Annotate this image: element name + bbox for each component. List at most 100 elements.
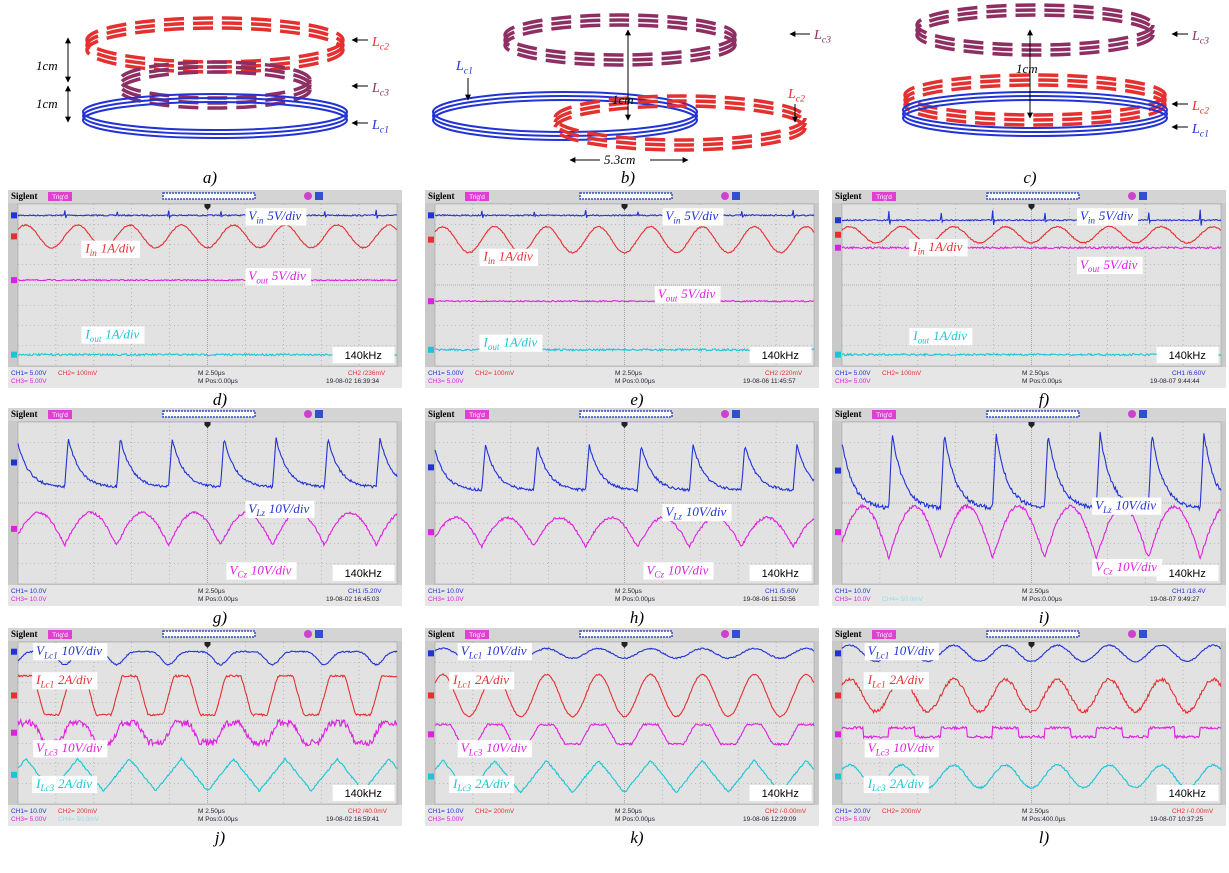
frequency: 140kHz — [345, 788, 382, 800]
symbol: L — [787, 87, 796, 102]
brand: Siglent — [11, 629, 38, 639]
label-box — [245, 208, 307, 226]
label-box — [449, 672, 515, 690]
frequency: 140kHz — [1169, 350, 1206, 362]
freq-box — [749, 565, 812, 581]
coil-turn — [503, 23, 737, 67]
label-box — [643, 562, 714, 580]
channel-setting: CH3= 10.0V — [11, 596, 47, 603]
memory-bar — [986, 410, 1080, 418]
trig-badge — [465, 630, 489, 639]
symbol-label: VLz 10V/div — [1095, 498, 1156, 515]
channel-setting: CH2= 200mV — [58, 808, 98, 815]
trig-badge — [872, 630, 896, 639]
dimension: 1cm — [36, 96, 58, 111]
brand: Siglent — [428, 629, 455, 639]
subscript: out — [256, 275, 268, 285]
scale: 1A/div — [101, 241, 135, 256]
symbol: V — [248, 501, 258, 516]
label-box — [1092, 497, 1162, 515]
trigger-level: CH1 /18.4V — [1172, 588, 1206, 595]
scale: 1A/div — [933, 328, 967, 343]
subscript: in — [90, 248, 98, 258]
channel-marker — [428, 346, 434, 353]
waveform — [841, 245, 1222, 250]
symbol-label: Iin 1A/div — [482, 249, 532, 266]
status-bar — [832, 805, 1226, 826]
coil-turn — [903, 83, 1167, 127]
subscript: out — [488, 342, 500, 352]
subscript: c3 — [822, 35, 831, 46]
memory-bar — [162, 192, 256, 200]
scale: 10V/div — [62, 643, 103, 658]
freq-box — [749, 785, 812, 801]
subscript: Cz — [1103, 566, 1113, 576]
brand: Siglent — [835, 409, 862, 419]
symbol: V — [461, 643, 471, 658]
icon — [1139, 192, 1147, 200]
channel-marker — [835, 217, 841, 224]
symbol: I — [482, 335, 488, 350]
scale: 10V/div — [62, 740, 103, 755]
trigger-level: CH2 /220mV — [765, 370, 803, 377]
symbol: L — [371, 118, 380, 133]
symbol-label: Iin 1A/div — [84, 241, 134, 258]
status-bar — [832, 585, 1226, 606]
trigger-marker — [621, 422, 628, 428]
scale: 1A/div — [929, 239, 963, 254]
coil-turn — [82, 101, 348, 139]
position: M Pos:0.00μs — [1022, 378, 1063, 385]
brand: Siglent — [11, 409, 38, 419]
timebase: M 2.50μs — [198, 588, 226, 595]
channel-marker — [428, 731, 434, 738]
symbol: V — [461, 740, 471, 755]
label-box — [245, 500, 315, 519]
channel-marker — [835, 692, 841, 699]
symbol: I — [482, 249, 488, 264]
subscript: in — [673, 215, 681, 225]
panel-label: k) — [630, 828, 644, 847]
channel-setting: CH1= 5.00V — [11, 370, 47, 377]
subscript: Lz — [672, 511, 682, 521]
scale: 5V/div — [684, 208, 718, 223]
freq-box — [749, 347, 812, 363]
position: M Pos:0.00μs — [615, 596, 656, 603]
subscript: out — [1088, 264, 1100, 274]
trig-status: Trig'd — [52, 412, 68, 419]
symbol-label: VLz 10V/div — [665, 504, 726, 521]
waveform — [434, 225, 815, 254]
waveform — [17, 278, 398, 282]
channel-marker — [835, 529, 841, 536]
channel-setting: CH3= 5.00V — [428, 378, 464, 385]
icon — [732, 630, 740, 638]
channel-setting: CH2= 100mV — [882, 370, 922, 377]
memory-bar — [162, 410, 256, 418]
waveform — [841, 763, 1222, 790]
label-box — [864, 740, 939, 758]
frequency: 140kHz — [762, 350, 799, 362]
freq-box — [332, 565, 395, 581]
symbol: I — [912, 328, 918, 343]
trigger-level: CH2 /236mV — [348, 370, 386, 377]
label-box — [226, 562, 297, 580]
symbol: V — [646, 562, 656, 577]
panel-label: b) — [621, 168, 636, 187]
subscript: c2 — [1200, 106, 1209, 117]
channel-marker — [11, 212, 17, 219]
channel-setting: CH1= 10.0V — [428, 808, 464, 815]
symbol-label: Vout 5V/div — [658, 286, 716, 303]
coil-turn — [553, 99, 807, 147]
symbol: I — [35, 776, 41, 791]
scale: 2A/div — [58, 672, 92, 687]
timebase: M 2.50μs — [615, 370, 643, 377]
scale: 5V/div — [1099, 208, 1133, 223]
symbol-label: Lc3 — [371, 81, 389, 99]
dimension: 1cm — [612, 92, 634, 107]
symbol-label: Vout 5V/div — [248, 268, 306, 285]
symbol-label: Iout 1A/div — [912, 328, 967, 345]
trigger-level: CH1 /5.20V — [348, 588, 382, 595]
